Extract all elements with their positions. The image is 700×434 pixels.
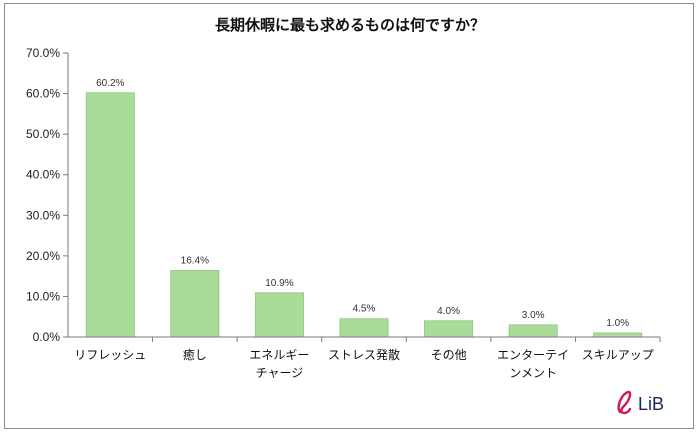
data-label: 60.2% xyxy=(96,78,124,89)
y-tick-label: 70.0% xyxy=(26,46,60,60)
x-tick-label: リフレッシュ xyxy=(74,348,146,362)
y-tick-label: 10.0% xyxy=(26,289,60,303)
bar xyxy=(170,270,220,338)
data-label: 1.0% xyxy=(606,318,629,329)
data-label: 4.0% xyxy=(437,306,460,317)
x-tick-label: エンターテイ xyxy=(497,348,569,362)
x-tick-label: ンメント xyxy=(509,366,557,380)
bar xyxy=(424,320,474,338)
x-tick-label: チャージ xyxy=(256,366,304,380)
lib-logo-text: LiB xyxy=(638,394,664,414)
chart-title: 長期休暇に最も求めるものは何ですか？ xyxy=(214,16,485,34)
y-tick-label: 20.0% xyxy=(26,249,60,263)
data-label: 10.9% xyxy=(265,278,293,289)
bars: 60.2% 16.4% 10.9% 4.5% 4.0% 3.0% 1.0% xyxy=(85,78,643,338)
y-tick-label: 60.0% xyxy=(26,87,60,101)
data-label: 4.5% xyxy=(353,304,376,315)
bar xyxy=(593,332,643,338)
y-axis: 0.0% 10.0% 20.0% 30.0% 40.0% 50.0% 60.0% 70.0% xyxy=(26,46,69,344)
bar xyxy=(508,324,558,338)
x-tick-label: 癒し xyxy=(183,347,207,362)
y-tick-label: 40.0% xyxy=(26,168,60,182)
y-tick-label: 50.0% xyxy=(26,127,60,141)
x-tick-label: スキルアップ xyxy=(582,348,654,362)
bar xyxy=(85,92,135,338)
y-tick-label: 30.0% xyxy=(26,208,60,222)
data-label: 16.4% xyxy=(181,255,209,266)
x-tick-label: エネルギー xyxy=(249,348,309,362)
bar xyxy=(254,292,304,338)
x-tick-label: ストレス発散 xyxy=(328,347,400,362)
y-tick-label: 0.0% xyxy=(33,330,61,344)
lib-logo-mark-icon xyxy=(617,390,632,415)
data-label: 3.0% xyxy=(522,310,545,321)
x-tick-label: その他 xyxy=(431,348,467,362)
bar xyxy=(339,318,389,338)
lib-logo: LiB xyxy=(612,388,692,422)
